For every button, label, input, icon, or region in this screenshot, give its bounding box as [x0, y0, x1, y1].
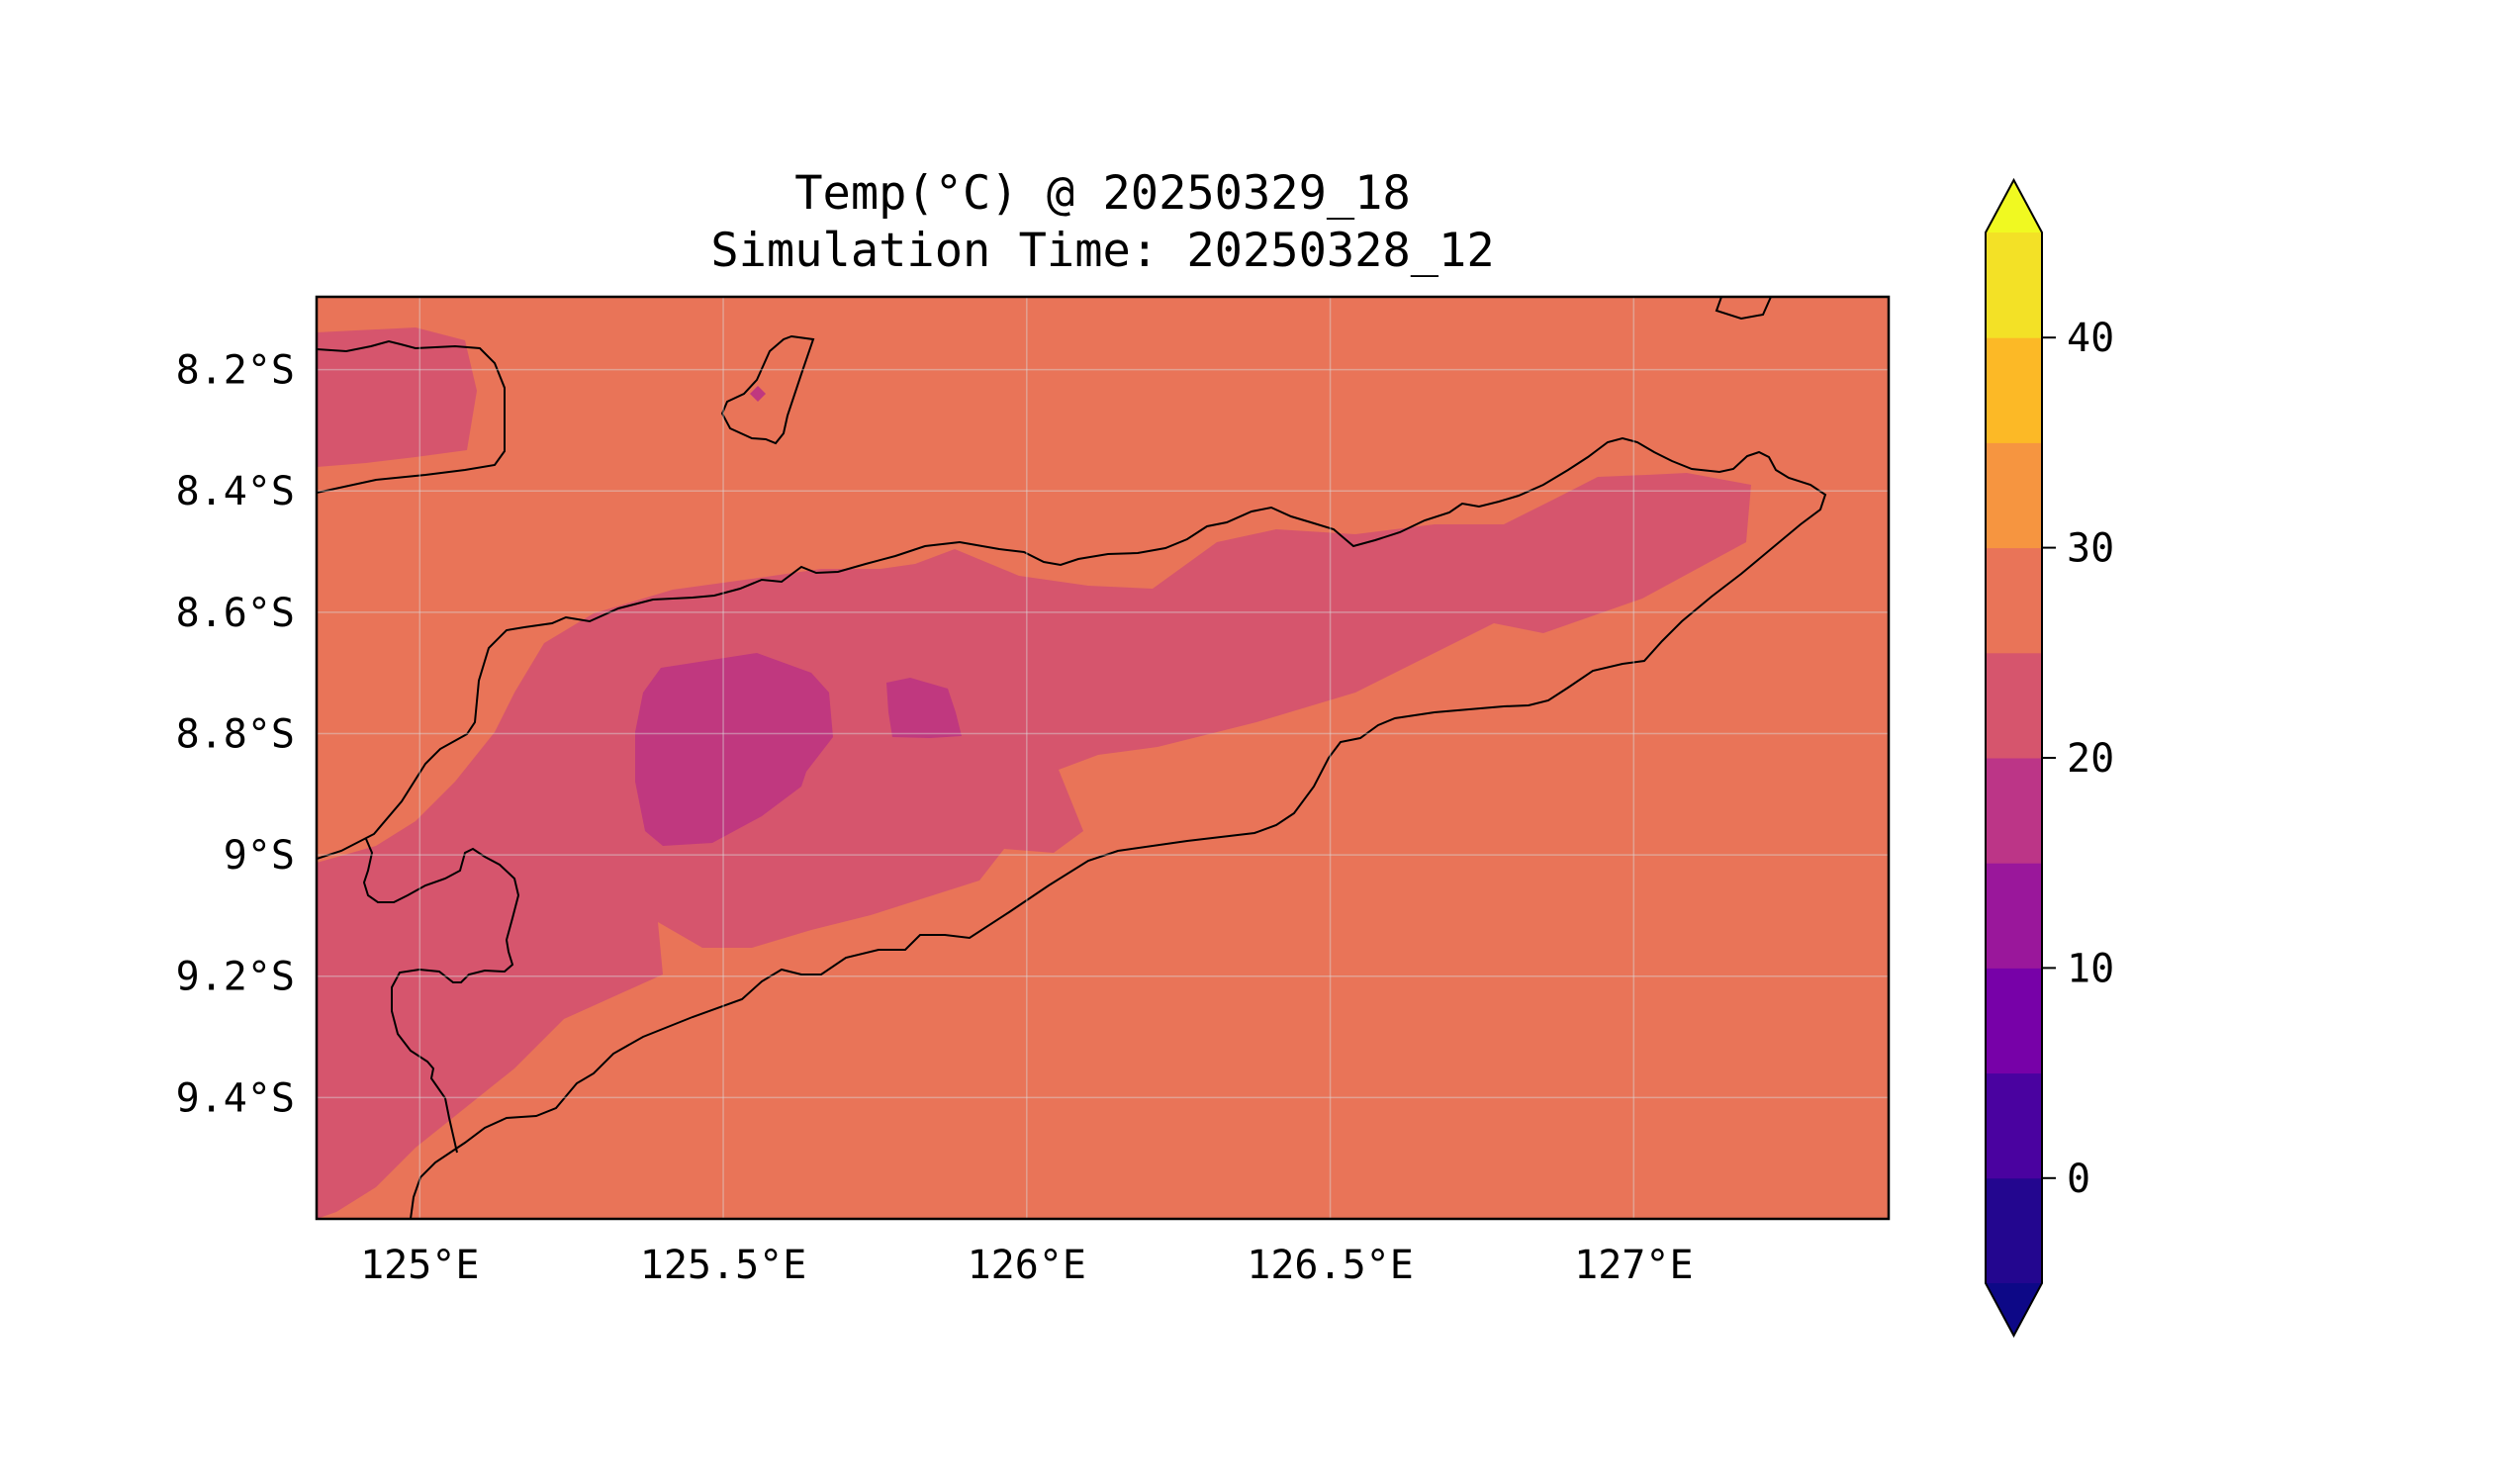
colorbar-tick-label: 0	[2067, 1157, 2090, 1202]
lat-tick-label: 9.2°S	[176, 955, 295, 1000]
land-temperature-contours	[317, 327, 1751, 1219]
colorbar-under-extension	[1986, 1283, 2042, 1336]
lat-tick-label: 8.8°S	[176, 711, 295, 757]
colorbar-tick-label: 10	[2067, 946, 2114, 991]
coastlines	[317, 297, 1827, 1219]
lat-tick-label: 9°S	[224, 833, 295, 879]
lat-tick-label: 8.6°S	[176, 591, 295, 636]
map-title-line1: Temp(°C) @ 20250329_18	[794, 166, 1411, 221]
map-title-line2: Simulation Time: 20250328_12	[710, 224, 1495, 278]
contour-15-20-islet	[750, 386, 766, 402]
lon-tick-label: 126.5°E	[1247, 1243, 1414, 1288]
colorbar-segment	[1986, 968, 2042, 1074]
longitude-tick-labels: 125°E 125.5°E 126°E 126.5°E 127°E	[360, 1243, 1693, 1288]
contour-20-25-northwest-island	[317, 327, 477, 467]
colorbar: 0 10 20 30 40	[1985, 177, 2114, 1339]
colorbar-tick-label: 20	[2067, 736, 2114, 782]
colorbar-over-extension	[1986, 180, 2042, 232]
contour-20-25-main-island	[317, 473, 1751, 1219]
gridlines	[317, 297, 1889, 1219]
colorbar-segment	[1986, 1177, 2042, 1284]
lon-tick-label: 125.5°E	[640, 1243, 807, 1288]
colorbar-outline	[1985, 177, 2043, 1339]
coastline-northwest-island	[317, 339, 506, 494]
lat-tick-label: 8.4°S	[176, 469, 295, 514]
colorbar-segment	[1986, 547, 2042, 654]
lat-tick-label: 8.2°S	[176, 348, 295, 394]
contour-15-20-west-core	[635, 653, 833, 846]
colorbar-segment	[1986, 1072, 2042, 1179]
coastline-west-peninsula	[362, 838, 520, 1154]
map-frame	[315, 295, 1891, 1221]
coastline-small-island	[720, 334, 815, 445]
coastline-northeast-islet	[1715, 297, 1773, 321]
lon-tick-label: 127°E	[1574, 1243, 1693, 1288]
lon-tick-label: 126°E	[968, 1243, 1086, 1288]
colorbar-segment	[1986, 232, 2042, 338]
contour-15-20-east-core	[886, 678, 962, 738]
colorbar-segment	[1986, 442, 2042, 549]
colorbar-tick-label: 30	[2067, 526, 2114, 572]
map-panel	[317, 297, 1889, 1219]
lat-tick-label: 9.4°S	[176, 1075, 295, 1121]
colorbar-segment	[1986, 652, 2042, 759]
coastline-main-island	[317, 436, 1827, 1219]
colorbar-segment	[1986, 337, 2042, 443]
colorbar-segment	[1986, 758, 2042, 864]
colorbar-segment	[1986, 863, 2042, 969]
colorbar-tick-label: 40	[2067, 316, 2114, 361]
latitude-tick-labels: 8.2°S 8.4°S 8.6°S 8.8°S 9°S 9.2°S 9.4°S	[176, 348, 295, 1122]
lon-tick-label: 125°E	[360, 1243, 479, 1288]
